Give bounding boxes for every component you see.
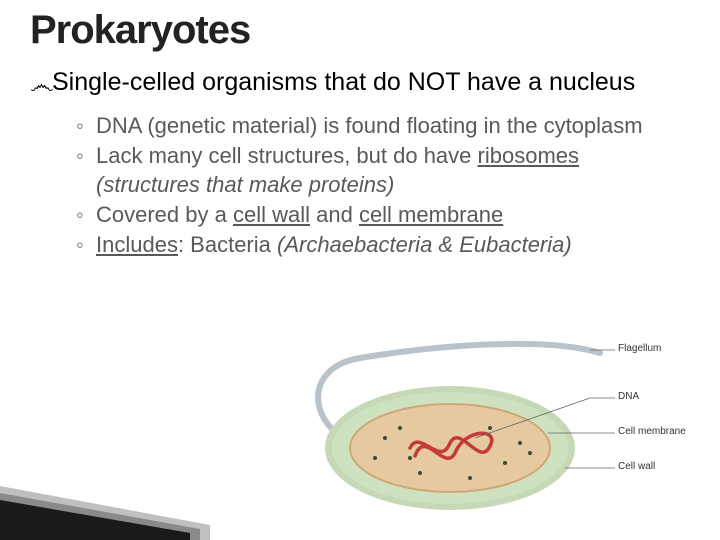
sublist-item-2-ul2: cell membrane xyxy=(359,202,503,227)
sublist-item-0-text: DNA (genetic material) is found floating… xyxy=(96,113,643,138)
main-text-pre: Single-celled organisms that do xyxy=(52,68,408,96)
sublist-item-3-ul: Includes xyxy=(96,232,178,257)
label-membrane: Cell membrane xyxy=(618,426,686,437)
sublist-item-1-ul: ribosomes xyxy=(478,143,579,168)
label-flagellum: Flagellum xyxy=(618,343,661,354)
slide: Prokaryotes ෴ Single-celled organisms th… xyxy=(0,0,720,540)
corner-accent xyxy=(0,486,210,540)
sublist-item-2-ul1: cell wall xyxy=(233,202,310,227)
sublist-item-2-pre: Covered by a xyxy=(96,202,233,227)
main-text-post: have a nucleus xyxy=(460,68,635,96)
sublist-item-0: ◦ DNA (genetic material) is found floati… xyxy=(76,112,690,140)
sub-bullet-icon: ◦ xyxy=(76,112,84,140)
label-dna: DNA xyxy=(618,391,639,402)
sub-bullet-icon: ◦ xyxy=(76,201,84,229)
sub-bullet-icon: ◦ xyxy=(76,231,84,259)
cell-diagram: Flagellum DNA Cell membrane Cell wall xyxy=(290,328,690,528)
main-point: ෴ Single-celled organisms that do NOT ha… xyxy=(30,67,690,98)
label-wall: Cell wall xyxy=(618,461,655,472)
sublist-item-1-italic: (structures that make proteins) xyxy=(96,172,394,197)
sublist-item-3: ◦ Includes: Bacteria (Archaebacteria & E… xyxy=(76,231,690,259)
slide-title: Prokaryotes xyxy=(30,8,690,53)
sublist: ◦ DNA (genetic material) is found floati… xyxy=(30,112,690,259)
sublist-item-1-pre: Lack many cell structures, but do have xyxy=(96,143,478,168)
main-text-not: NOT xyxy=(408,68,460,96)
main-bullet-icon: ෴ xyxy=(30,70,54,101)
sublist-item-3-italic: (Archaebacteria & Eubacteria) xyxy=(277,232,572,257)
sublist-item-1: ◦ Lack many cell structures, but do have… xyxy=(76,142,690,198)
sublist-item-3-colon: : Bacteria xyxy=(178,232,277,257)
sublist-item-2: ◦ Covered by a cell wall and cell membra… xyxy=(76,201,690,229)
sublist-item-2-mid: and xyxy=(310,202,359,227)
sub-bullet-icon: ◦ xyxy=(76,142,84,170)
